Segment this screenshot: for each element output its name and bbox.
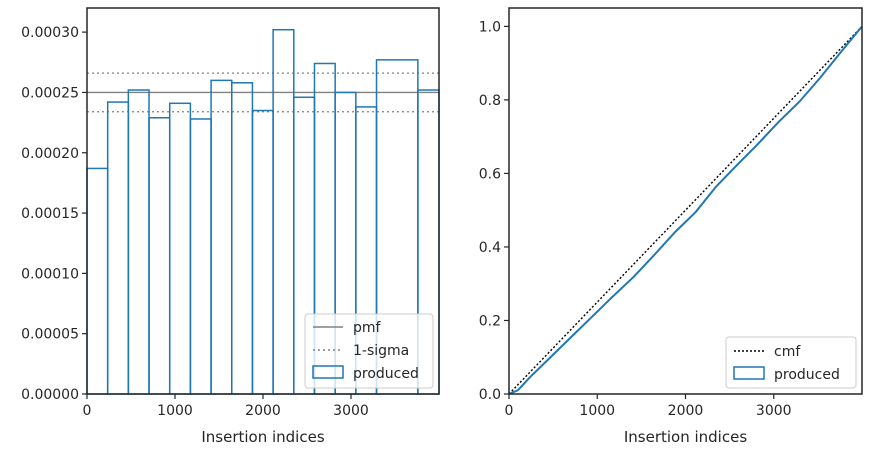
x-axis-label: Insertion indices bbox=[201, 428, 324, 446]
x-tick-label: 1000 bbox=[157, 403, 193, 419]
legend-frame bbox=[725, 336, 857, 389]
legend-cmf-label: cmf bbox=[774, 344, 801, 360]
legend-produced-label: produced bbox=[353, 366, 419, 382]
x-tick-label: 0 bbox=[505, 403, 514, 419]
x-tick-label: 0 bbox=[83, 403, 92, 419]
y-axis-ticks: 0.00000 0.00005 0.00010 0.00015 0.00020 0.000… bbox=[21, 25, 87, 403]
y-tick-label: 0.00025 bbox=[21, 85, 79, 101]
y-tick-label: 0.00030 bbox=[21, 25, 79, 41]
histogram-bar bbox=[272, 28, 295, 395]
histogram-bar bbox=[189, 118, 212, 395]
x-tick-label: 1000 bbox=[579, 403, 615, 419]
produced-cumulative-line bbox=[508, 25, 863, 395]
legend-frame bbox=[304, 313, 434, 389]
y-tick-label: 0.00005 bbox=[21, 327, 79, 343]
y-tick-label: 1.0 bbox=[479, 19, 501, 35]
histogram-bar bbox=[251, 109, 274, 395]
x-tick-label: 2000 bbox=[245, 403, 281, 419]
y-tick-label: 0.6 bbox=[479, 166, 501, 182]
histogram-bar bbox=[106, 101, 130, 395]
legend-sigma-label: 1-sigma bbox=[353, 343, 409, 359]
cmf-line bbox=[508, 25, 863, 395]
histogram-bar bbox=[148, 117, 171, 395]
x-axis-label: Insertion indices bbox=[624, 428, 747, 446]
histogram-bar bbox=[127, 89, 150, 395]
histogram-bar bbox=[86, 167, 109, 395]
y-tick-label: 0.8 bbox=[479, 93, 501, 109]
x-axis-ticks: 0 1000 2000 3000 bbox=[505, 394, 792, 419]
legend-pmf-label: pmf bbox=[353, 320, 382, 336]
y-tick-label: 0.2 bbox=[479, 313, 501, 329]
legend-produced-swatch bbox=[733, 366, 765, 380]
legend: cmf produced bbox=[725, 336, 857, 389]
y-tick-label: 0.00015 bbox=[21, 206, 79, 222]
axes-frame bbox=[508, 7, 863, 395]
x-tick-label: 2000 bbox=[668, 403, 704, 419]
y-axis-ticks: 0.0 0.2 0.4 0.6 0.8 1.0 bbox=[479, 19, 509, 403]
histogram-bar bbox=[168, 102, 192, 395]
axes-frame bbox=[86, 7, 440, 395]
y-tick-label: 0.00000 bbox=[21, 387, 79, 403]
x-tick-label: 3000 bbox=[756, 403, 792, 419]
cumulative-panel: 0.0 0.2 0.4 0.6 0.8 1.0 0 1000 2000 3000 Inserti… bbox=[479, 7, 863, 446]
y-tick-label: 0.4 bbox=[479, 240, 501, 256]
x-tick-label: 3000 bbox=[333, 403, 369, 419]
y-tick-label: 0.00010 bbox=[21, 266, 79, 282]
legend: pmf 1-sigma produced bbox=[304, 313, 434, 389]
histogram-bar bbox=[231, 82, 254, 395]
x-axis-ticks: 0 1000 2000 3000 bbox=[83, 394, 369, 419]
legend-produced-label: produced bbox=[774, 367, 840, 383]
y-tick-label: 0.00020 bbox=[21, 146, 79, 162]
y-tick-label: 0.0 bbox=[479, 387, 501, 403]
histogram-panel: 0.00000 0.00005 0.00010 0.00015 0.00020 0.000… bbox=[21, 7, 440, 446]
histogram-bar bbox=[210, 79, 233, 395]
legend-produced-swatch bbox=[312, 365, 344, 379]
cumulative-marks bbox=[508, 25, 863, 395]
